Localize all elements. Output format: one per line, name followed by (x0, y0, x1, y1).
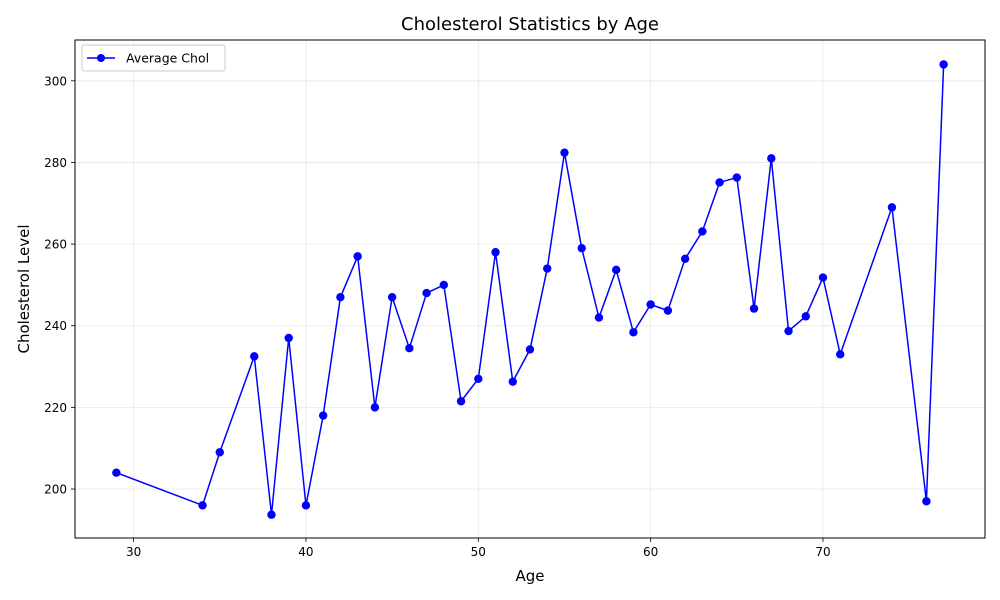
chart-title: Cholesterol Statistics by Age (401, 14, 659, 35)
data-point (525, 345, 535, 354)
data-point (715, 178, 724, 187)
y-tick-label: 240 (44, 319, 67, 333)
legend-marker-swatch (97, 54, 105, 62)
data-point (508, 377, 517, 386)
legend-box (81, 44, 226, 72)
data-point (749, 304, 759, 313)
data-point (301, 501, 311, 510)
data-point (422, 288, 431, 298)
data-point (784, 326, 793, 336)
data-point (250, 352, 259, 361)
data-point (439, 280, 449, 290)
x-tick-label: 60 (643, 545, 658, 559)
axis-ticks: 30 40 50 60 70 200 220 240 260 280 300 (44, 74, 831, 559)
plot-area-frame (74, 39, 986, 539)
data-point (577, 243, 586, 253)
data-point (663, 306, 673, 315)
y-tick-label: 300 (44, 74, 67, 88)
data-point (318, 411, 328, 420)
data-point (698, 227, 707, 236)
y-tick-label: 260 (44, 238, 67, 252)
x-tick-label: 70 (815, 545, 830, 559)
data-point (543, 264, 552, 273)
data-point (836, 350, 845, 359)
x-axis-label: Age (515, 567, 544, 585)
y-tick-label: 220 (44, 401, 67, 415)
data-point (370, 403, 380, 412)
data-point (629, 328, 638, 337)
x-tick-label: 30 (126, 545, 141, 559)
data-point (594, 313, 604, 322)
data-point (680, 254, 690, 263)
data-point (284, 333, 293, 343)
data-point (491, 248, 500, 257)
data-point (732, 173, 742, 182)
data-point (112, 468, 121, 477)
data-point (818, 273, 828, 282)
data-point (611, 265, 621, 275)
y-tick-label: 200 (44, 483, 67, 497)
legend-entry-average-chol: Average Chol (126, 51, 209, 66)
data-point (456, 397, 466, 406)
x-tick-label: 50 (471, 545, 486, 559)
legend: Average Chol (81, 44, 226, 72)
data-point (922, 497, 931, 506)
data-point (353, 252, 362, 261)
data-point (887, 203, 897, 212)
data-point (267, 510, 276, 519)
data-point (939, 60, 948, 69)
grid (75, 40, 985, 538)
y-axis-label: Cholesterol Level (15, 224, 33, 353)
x-tick-label: 40 (298, 545, 313, 559)
series (112, 60, 948, 519)
data-point (198, 501, 207, 510)
data-point (474, 374, 483, 384)
y-tick-label: 280 (44, 156, 67, 170)
data-point (801, 312, 810, 321)
data-point (336, 292, 345, 302)
data-point (560, 148, 569, 157)
data-point (646, 300, 655, 309)
data-point (767, 154, 776, 163)
data-point (215, 448, 224, 457)
data-point (387, 292, 397, 302)
data-point (405, 343, 414, 353)
